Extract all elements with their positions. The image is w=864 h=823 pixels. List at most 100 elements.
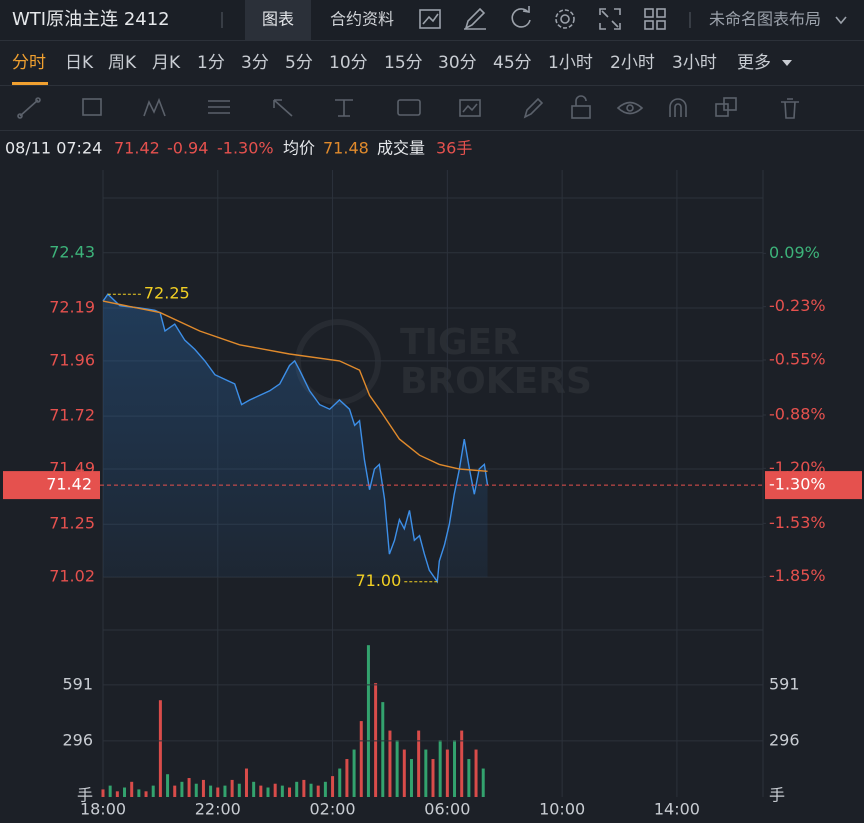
last-pct-box [765, 471, 862, 500]
x-tick-label: 18:00 [80, 800, 126, 819]
volume-bar [352, 749, 356, 797]
watermark-text: BROKERS [400, 361, 592, 402]
tool-icon[interactable] [459, 99, 481, 117]
quote-time: 08/11 07:24 [5, 139, 102, 158]
active-underline [12, 82, 48, 85]
volume-bar [101, 789, 105, 797]
volume-bar [216, 787, 220, 797]
annotation-label: 72.25 [144, 284, 190, 303]
layout-icon[interactable] [644, 8, 666, 30]
x-tick-label: 22:00 [195, 800, 241, 819]
tool-icon[interactable] [781, 98, 799, 119]
y-tick-label: 71.02 [49, 567, 95, 586]
indicator-icon[interactable] [419, 9, 441, 29]
quote-change-pct: -1.30% [217, 139, 274, 158]
volume-bar [280, 785, 284, 797]
volume-bar [460, 730, 464, 797]
tool-icon[interactable] [335, 99, 353, 117]
last-price-label: 71.42 [46, 475, 92, 494]
period-tab[interactable]: 10分 [329, 53, 368, 73]
tool-icon[interactable] [208, 100, 230, 114]
volume-bar [431, 759, 435, 797]
y-tick-label: 71.25 [49, 514, 95, 533]
volume-bar [115, 791, 119, 797]
price-line [102, 300, 488, 472]
settings-icon[interactable] [555, 9, 575, 29]
period-tab[interactable]: 15分 [384, 53, 423, 73]
volume-bar [395, 740, 399, 797]
period-tab[interactable]: 1小时 [548, 53, 593, 73]
y2-tick-label: -1.85% [769, 566, 826, 585]
instrument-title[interactable]: WTI原油主连 2412 [12, 9, 170, 30]
y2-tick-label: -1.53% [769, 513, 826, 532]
tab[interactable]: 图表 [262, 10, 294, 29]
volume-unit: 手 [77, 786, 93, 805]
y2-tick-label: -0.55% [769, 350, 826, 369]
y-tick-label: 71.72 [49, 406, 95, 425]
area-fill [103, 294, 488, 582]
tool-icon[interactable] [273, 99, 293, 117]
y-tick-label: 296 [62, 730, 93, 749]
volume-bar [302, 779, 306, 797]
period-tab[interactable]: 分时 [12, 53, 46, 73]
volume-bar [338, 768, 342, 797]
y-tick-label: 72.19 [49, 298, 95, 317]
x-tick-label: 02:00 [310, 800, 356, 819]
volume-bar [345, 759, 349, 797]
volume-bar [151, 785, 155, 797]
period-tab[interactable]: 30分 [438, 53, 477, 73]
y2-tick-label: -0.23% [769, 296, 826, 315]
period-tab[interactable]: 45分 [493, 53, 532, 73]
volume-bar [481, 768, 485, 797]
toolbar-icons [419, 6, 666, 30]
volume-value: 36手 [436, 139, 472, 158]
volume-unit: 手 [769, 786, 785, 805]
period-tab[interactable]: 5分 [285, 53, 313, 73]
volume-bar [474, 749, 478, 797]
caret [782, 60, 792, 66]
tool-icon[interactable] [523, 97, 544, 119]
period-bar: 分时 日K 周K 月K 1分 3分 5分 10分 15分 30分 45分 1小时 2小时 3小时 更多 [12, 53, 792, 85]
drawing-toolbar [17, 95, 799, 119]
volume-bar [223, 785, 227, 797]
volume-bar [359, 721, 363, 797]
refresh-icon[interactable] [511, 6, 531, 28]
avg-value: 71.48 [323, 139, 369, 158]
price-line [102, 293, 489, 584]
tool-icon[interactable] [17, 97, 41, 119]
tool-icon[interactable] [715, 97, 737, 117]
period-tab[interactable]: 周K [108, 53, 137, 73]
volume-bar [295, 781, 299, 797]
volume-bar [366, 645, 370, 797]
tool-icon[interactable] [616, 101, 644, 115]
tool-icon[interactable] [571, 95, 591, 119]
watermark: TIGER BROKERS [295, 319, 592, 405]
tool-icon[interactable] [397, 99, 421, 116]
tool-icon[interactable] [82, 98, 102, 116]
volume-bar [259, 785, 263, 797]
draw-icon[interactable] [464, 7, 486, 30]
volume-bar [402, 749, 406, 797]
volume-bar [331, 776, 335, 797]
tool-icon[interactable] [143, 97, 166, 117]
period-tab[interactable]: 更多 [737, 53, 771, 73]
volume-bar [108, 785, 112, 797]
volume-bar [316, 785, 320, 797]
quote-price: 71.42 [114, 139, 160, 158]
period-tab[interactable]: 3小时 [672, 53, 717, 73]
volume-bar [209, 785, 213, 797]
period-tab[interactable]: 3分 [241, 53, 269, 73]
layout-name[interactable]: 未命名图表布局 [709, 10, 821, 29]
annotation-label: 71.00 [355, 571, 401, 590]
tool-icon[interactable] [669, 98, 687, 117]
period-tab[interactable]: 1分 [197, 53, 225, 73]
volume-bar [123, 787, 127, 797]
period-tab[interactable]: 月K [152, 53, 181, 73]
tab[interactable]: 合约资料 [330, 10, 394, 29]
period-tab[interactable]: 2小时 [610, 53, 655, 73]
volume-bar [445, 749, 449, 797]
fullscreen-icon[interactable] [599, 8, 621, 30]
y2-tick-label: 296 [769, 730, 800, 749]
period-tab[interactable]: 日K [65, 53, 94, 73]
